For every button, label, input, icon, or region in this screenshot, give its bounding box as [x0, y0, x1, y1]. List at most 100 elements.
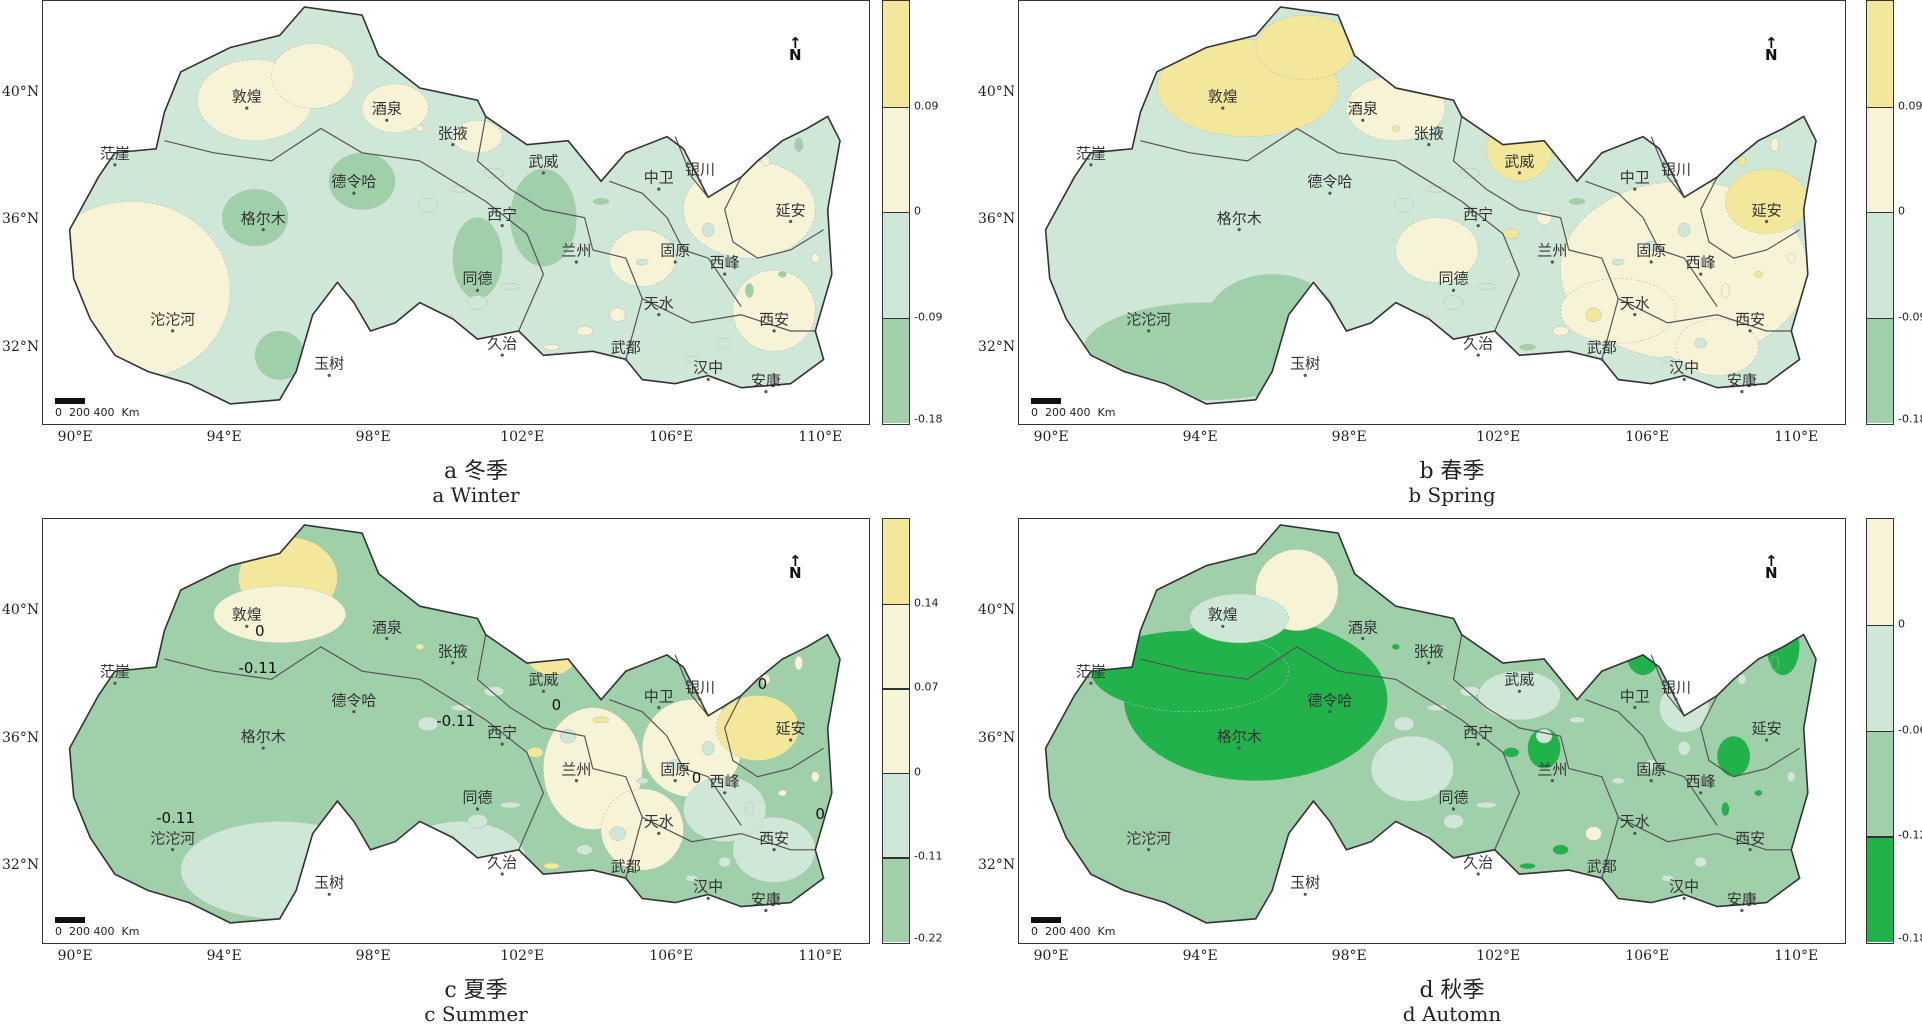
contour-label: -0.11 — [436, 711, 476, 730]
north-arrow-icon: ↑ — [789, 34, 802, 52]
longitude-label: 110°E — [1774, 948, 1819, 964]
city-marker — [624, 357, 628, 361]
city-marker — [1633, 831, 1637, 835]
value-spot — [450, 704, 472, 711]
city-label: 武都 — [610, 857, 641, 876]
city-marker — [500, 224, 504, 228]
city-marker — [574, 260, 579, 264]
city-label: 德令哈 — [331, 172, 377, 191]
legend-swatch — [1867, 519, 1893, 625]
city-label: 中卫 — [643, 687, 674, 706]
city-marker — [1740, 908, 1744, 913]
value-zone — [1716, 735, 1751, 777]
scale-bar — [1031, 917, 1061, 923]
province-border — [674, 654, 709, 717]
color-legend — [882, 0, 910, 425]
scale-unit: Km — [121, 406, 140, 419]
province-border — [419, 678, 545, 851]
city-label: 汉中 — [1669, 358, 1700, 377]
value-zone — [361, 83, 429, 133]
value-spot — [1476, 283, 1497, 290]
city-marker — [706, 377, 710, 381]
scale-max: 400 — [93, 406, 115, 419]
longitude-label: 94°E — [206, 948, 242, 964]
value-spot — [1787, 771, 1796, 782]
latitude-label: 40°N — [2, 601, 40, 618]
province-border — [609, 180, 742, 308]
city-label: 安康 — [750, 371, 781, 390]
legend-swatch — [883, 106, 909, 212]
value-spot — [1391, 125, 1401, 132]
value-spot — [576, 844, 593, 856]
city-marker — [1550, 260, 1554, 264]
city-marker — [1451, 807, 1456, 811]
value-zone — [180, 821, 379, 920]
value-spot — [1694, 337, 1707, 349]
scale-zero: 0 — [55, 925, 62, 938]
city-label: 玉树 — [314, 354, 345, 373]
city-label: 银川 — [684, 160, 715, 179]
scale-zero: 0 — [1031, 925, 1038, 938]
city-marker — [673, 260, 677, 264]
panel-caption-cn: b 春季 — [1419, 459, 1485, 484]
panel-caption-en: b Spring — [1408, 483, 1496, 507]
legend-swatch — [883, 688, 909, 773]
legend-divider — [883, 603, 909, 605]
city-marker — [772, 329, 776, 333]
city-marker — [1147, 329, 1151, 333]
longitude-label: 98°E — [355, 429, 391, 445]
city-marker — [500, 742, 504, 746]
city-marker — [451, 661, 455, 665]
city-label: 武威 — [528, 152, 559, 171]
city-marker — [1476, 224, 1480, 228]
legend-value: -0.18 — [1898, 412, 1922, 426]
city-marker — [352, 710, 356, 714]
city-label: 银川 — [684, 678, 715, 697]
province-border — [1585, 699, 1718, 826]
city-marker — [1633, 313, 1637, 317]
city-marker — [1361, 636, 1365, 641]
value-spot — [745, 801, 754, 817]
city-label: 西峰 — [1685, 253, 1716, 272]
city-label: 天水 — [643, 812, 674, 831]
city-marker — [1451, 288, 1456, 292]
city-label: 固原 — [660, 760, 691, 779]
north-arrow-icon: ↑ — [1765, 552, 1778, 570]
value-zone — [600, 788, 684, 871]
province-border — [164, 646, 420, 680]
city-label: 中卫 — [1619, 687, 1650, 706]
city-label: 安康 — [1726, 371, 1757, 390]
value-spot — [1585, 826, 1602, 841]
city-marker — [764, 908, 768, 913]
province-border — [419, 160, 545, 332]
province-border — [724, 176, 824, 259]
legend-swatch — [883, 519, 909, 604]
city-label: 沱沱河 — [150, 829, 196, 848]
legend-divider — [883, 772, 909, 775]
latitude-label: 40°N — [978, 83, 1016, 100]
legend-divider — [1867, 836, 1893, 838]
city-marker — [657, 187, 661, 191]
legend-swatch — [1867, 836, 1893, 942]
value-zone — [271, 43, 355, 109]
longitude-label: 106°E — [649, 948, 694, 964]
value-zone — [1082, 302, 1331, 401]
value-spot — [1568, 198, 1586, 205]
contour-label: 0 — [757, 675, 768, 694]
region-outline — [68, 524, 841, 924]
city-label: 延安 — [775, 201, 806, 219]
value-spot — [1694, 856, 1707, 868]
scale-mid: 200 — [69, 406, 90, 419]
city-marker — [500, 353, 504, 357]
value-spot — [718, 337, 731, 349]
legend-value: 0.14 — [914, 596, 939, 610]
longitude-label: 102°E — [500, 948, 545, 964]
legend-value: -0.06 — [1898, 723, 1922, 736]
value-spot — [592, 198, 610, 205]
value-spot — [1770, 137, 1780, 152]
value-spot — [1704, 692, 1714, 699]
city-marker — [1427, 661, 1431, 665]
value-zone — [1675, 318, 1759, 376]
longitude-label: 98°E — [1331, 429, 1367, 445]
legend-value: -0.18 — [914, 412, 943, 426]
